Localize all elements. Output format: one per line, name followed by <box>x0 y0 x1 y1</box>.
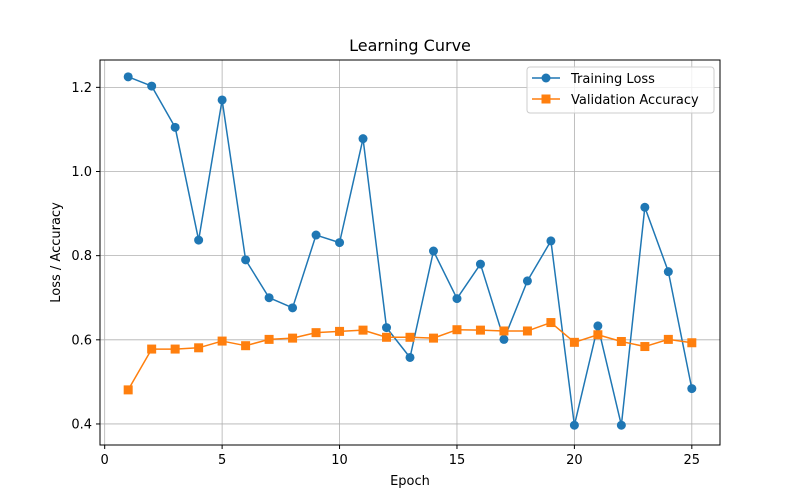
series-training-loss <box>123 72 697 430</box>
y-tick-label: 1.0 <box>71 165 92 180</box>
x-tick-label: 15 <box>449 453 466 468</box>
data-point-validation-accuracy <box>241 341 251 351</box>
data-point-validation-accuracy <box>499 326 509 336</box>
data-point-validation-accuracy <box>522 326 532 336</box>
legend-marker-training-loss <box>541 73 551 83</box>
data-point-training-loss <box>616 420 626 430</box>
x-tick-label: 20 <box>566 453 583 468</box>
data-point-validation-accuracy <box>123 385 133 395</box>
data-point-training-loss <box>475 259 485 269</box>
data-point-validation-accuracy <box>358 325 368 335</box>
legend: Training Loss Validation Accuracy <box>526 66 715 114</box>
data-point-validation-accuracy <box>382 332 392 342</box>
data-point-validation-accuracy <box>546 318 556 328</box>
data-point-training-loss <box>546 236 556 246</box>
legend-marker-validation-accuracy <box>541 94 551 104</box>
data-point-training-loss <box>593 321 603 331</box>
data-point-validation-accuracy <box>288 333 298 343</box>
data-point-validation-accuracy <box>475 325 485 335</box>
chart-title: Learning Curve <box>349 36 471 55</box>
x-tick-label: 25 <box>684 453 701 468</box>
data-point-validation-accuracy <box>217 336 227 346</box>
data-point-training-loss <box>522 276 532 286</box>
data-point-validation-accuracy <box>640 342 650 352</box>
data-point-validation-accuracy <box>663 334 673 344</box>
data-point-validation-accuracy <box>264 334 274 344</box>
data-point-validation-accuracy <box>452 325 462 335</box>
data-point-validation-accuracy <box>616 336 626 346</box>
legend-entry-training-loss: Training Loss <box>532 72 655 87</box>
data-point-training-loss <box>405 352 415 362</box>
y-tick-label: 1.2 <box>71 81 92 96</box>
data-point-validation-accuracy <box>194 343 204 353</box>
data-point-validation-accuracy <box>593 330 603 340</box>
y-tick-label: 0.8 <box>71 249 92 264</box>
x-tick-label: 5 <box>218 453 226 468</box>
plot-area <box>100 60 720 445</box>
legend-label-validation-accuracy: Validation Accuracy <box>571 93 699 108</box>
data-point-validation-accuracy <box>569 337 579 347</box>
data-point-training-loss <box>194 235 204 245</box>
data-point-training-loss <box>358 134 368 144</box>
data-point-training-loss <box>170 122 180 132</box>
data-point-validation-accuracy <box>170 344 180 354</box>
legend-entry-validation-accuracy: Validation Accuracy <box>532 93 699 108</box>
data-point-validation-accuracy <box>335 326 345 336</box>
data-point-training-loss <box>428 246 438 256</box>
data-point-training-loss <box>335 238 345 248</box>
y-axis-title: Loss / Accuracy <box>49 202 64 303</box>
data-point-training-loss <box>452 294 462 304</box>
legend-label-training-loss: Training Loss <box>570 72 655 87</box>
data-point-training-loss <box>288 303 298 313</box>
data-point-validation-accuracy <box>147 344 157 354</box>
series-validation-accuracy <box>123 318 697 395</box>
data-point-training-loss <box>569 420 579 430</box>
y-tick-label: 0.6 <box>71 333 92 348</box>
x-tick-label: 0 <box>101 453 109 468</box>
legend-box <box>526 66 715 114</box>
plot-frame <box>99 59 721 446</box>
data-point-training-loss <box>687 384 697 394</box>
plot-series <box>123 72 697 430</box>
data-point-training-loss <box>123 72 133 82</box>
y-tick-label: 0.4 <box>71 417 92 432</box>
axis-ticks: 0 5 10 15 20 25 0.4 0.6 0.8 1.0 1.2 <box>71 81 700 468</box>
data-point-training-loss <box>640 202 650 212</box>
x-tick-label: 10 <box>331 453 348 468</box>
data-point-validation-accuracy <box>311 328 321 338</box>
data-point-validation-accuracy <box>428 333 438 343</box>
data-point-training-loss <box>499 334 509 344</box>
data-point-training-loss <box>241 255 251 265</box>
data-point-validation-accuracy <box>405 332 415 342</box>
x-axis-title: Epoch <box>390 474 430 489</box>
data-point-training-loss <box>147 81 157 91</box>
data-point-training-loss <box>217 95 227 105</box>
data-point-training-loss <box>382 323 392 333</box>
data-point-training-loss <box>264 293 274 303</box>
data-point-training-loss <box>663 267 673 277</box>
data-point-validation-accuracy <box>687 338 697 348</box>
data-point-training-loss <box>311 230 321 240</box>
